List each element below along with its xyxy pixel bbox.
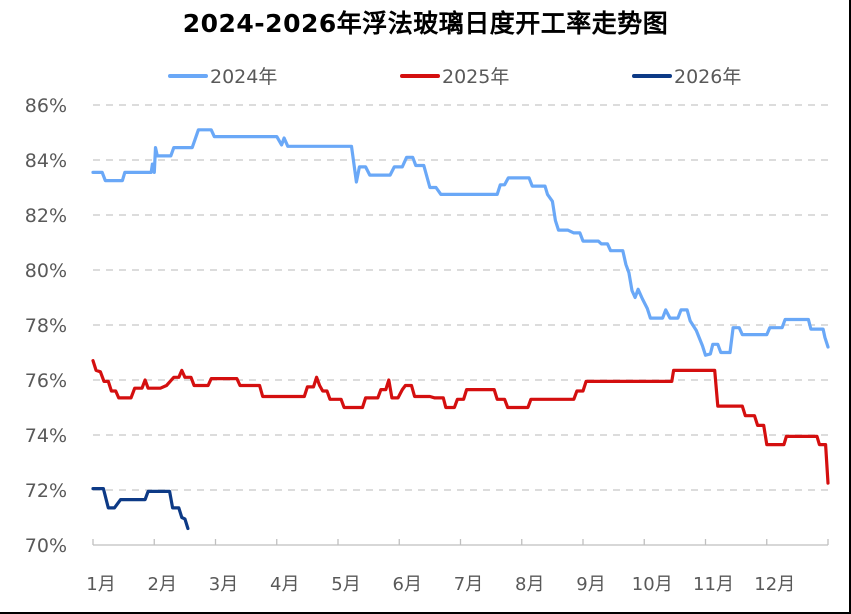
series-line-2024 (91, 128, 830, 357)
x-tick-label: 9月 (576, 574, 605, 595)
series-line-2025 (91, 359, 830, 485)
chart-title: 2024-2026年浮法玻璃日度开工率走势图 (182, 9, 669, 38)
y-tick-label: 82% (25, 205, 67, 227)
legend-item-2026[interactable]: 2026年 (632, 62, 741, 89)
series-line-2026 (91, 487, 190, 531)
x-tick-label: 4月 (270, 574, 299, 595)
data-series (91, 128, 830, 531)
y-tick-label: 86% (25, 95, 67, 117)
y-tick-label: 80% (25, 260, 67, 282)
legend-label-2024: 2024年 (210, 66, 278, 88)
legend-item-2025[interactable]: 2025年 (400, 62, 509, 89)
x-tick-label: 6月 (393, 574, 422, 595)
y-tick-label: 84% (25, 150, 67, 172)
legend-swatch-2024 (168, 73, 208, 78)
legend-swatch-2025 (400, 73, 440, 78)
x-tick-label: 12月 (754, 574, 795, 595)
x-tick-label: 2月 (148, 574, 177, 595)
legend-label-2025: 2025年 (442, 66, 510, 88)
legend-swatch-2026 (632, 73, 672, 78)
y-tick-label: 72% (25, 480, 67, 502)
y-axis-tick-labels: 86% 84% 82% 80% 78% 76% 74% 72% 70% (25, 95, 67, 557)
x-tick-label: 7月 (454, 574, 483, 595)
y-tick-label: 78% (25, 315, 67, 337)
x-tick-label: 8月 (515, 574, 544, 595)
x-tick-label: 5月 (331, 574, 360, 595)
x-tick-label: 1月 (86, 574, 115, 595)
y-tick-label: 70% (25, 535, 67, 557)
x-tick-label: 10月 (632, 574, 673, 595)
x-tick-label: 3月 (209, 574, 238, 595)
gridlines (93, 104, 828, 491)
x-axis (92, 539, 829, 546)
y-tick-label: 76% (25, 370, 67, 392)
legend-item-2024[interactable]: 2024年 (168, 62, 277, 89)
x-axis-tick-labels: 1月 2月 3月 4月 5月 6月 7月 8月 9月 10月 11月 12月 (86, 574, 795, 595)
legend-label-2026: 2026年 (674, 66, 742, 88)
y-tick-label: 74% (25, 425, 67, 447)
x-tick-label: 11月 (693, 574, 734, 595)
chart-legend: 2024年 2025年 2026年 (0, 62, 851, 88)
